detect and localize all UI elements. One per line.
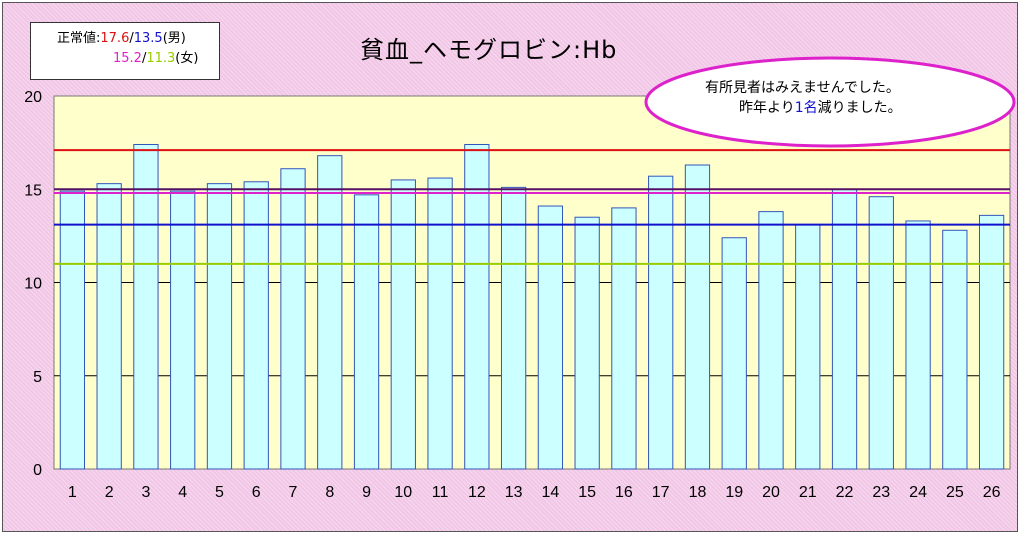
x-tick-label: 19 <box>725 484 743 501</box>
x-tick-label: 14 <box>541 484 559 501</box>
bar <box>648 175 674 470</box>
bar <box>721 237 747 470</box>
x-tick-label: 3 <box>141 484 150 501</box>
bar <box>170 190 196 470</box>
x-tick-label: 17 <box>652 484 670 501</box>
x-tick-label: 23 <box>872 484 890 501</box>
bar <box>206 183 233 470</box>
bar <box>758 211 784 470</box>
bar <box>978 214 1005 470</box>
x-tick-label: 12 <box>468 484 486 501</box>
note-callout: 有所見者はみえませんでした。 昨年より1名減りました。 <box>643 54 1017 150</box>
female-low-value: 11.3 <box>146 51 176 66</box>
reference-range-box: 正常値:17.6/13.5(男) 15.2/11.3(女) <box>30 22 220 80</box>
x-tick-label: 8 <box>325 484 334 501</box>
x-tick-label: 10 <box>394 484 412 501</box>
note-ellipse <box>644 56 1016 148</box>
x-tick-label: 6 <box>252 484 261 501</box>
bar <box>684 164 711 470</box>
bar <box>537 205 564 470</box>
bar <box>96 183 122 470</box>
bar <box>243 181 269 470</box>
note-count: 1名 <box>794 100 818 116</box>
x-tick-label: 25 <box>946 484 964 501</box>
x-tick-label: 21 <box>799 484 817 501</box>
bar <box>868 196 894 470</box>
note-line-2: 昨年より1名減りました。 <box>643 98 1017 118</box>
x-tick-label: 16 <box>615 484 633 501</box>
x-tick-label: 26 <box>983 484 1001 501</box>
x-tick-label: 2 <box>105 484 114 501</box>
bar <box>831 188 858 470</box>
x-tick-label: 9 <box>362 484 371 501</box>
x-tick-label: 20 <box>762 484 780 501</box>
bar <box>390 179 416 470</box>
bar <box>795 224 821 470</box>
bar <box>59 190 86 470</box>
slash: / <box>129 31 134 46</box>
x-tick-label: 11 <box>432 484 449 501</box>
y-tick-label: 0 <box>33 462 42 479</box>
note-line-1: 有所見者はみえませんでした。 <box>705 80 900 96</box>
bar <box>133 143 159 470</box>
x-tick-label: 1 <box>68 484 77 501</box>
bar <box>280 168 306 470</box>
note-line-2-suffix: 減りました。 <box>817 100 902 116</box>
reference-label: 正常値: <box>57 31 101 46</box>
female-unit: (女) <box>175 51 199 66</box>
male-high-value: 17.6 <box>100 31 130 46</box>
x-tick-label: 15 <box>578 484 596 501</box>
male-unit: (男) <box>162 31 186 46</box>
y-tick-label: 10 <box>24 276 42 293</box>
bar <box>500 186 527 470</box>
bar <box>427 177 453 470</box>
reference-female-row: 15.2/11.3(女) <box>57 49 219 69</box>
bar <box>464 143 490 470</box>
x-tick-label: 7 <box>289 484 298 501</box>
x-tick-label: 18 <box>689 484 707 501</box>
x-tick-label: 4 <box>178 484 187 501</box>
x-tick-label: 24 <box>909 484 927 501</box>
y-tick-label: 15 <box>24 182 42 199</box>
bar <box>317 155 343 470</box>
bar <box>611 207 637 470</box>
note-line-2-prefix: 昨年より <box>739 100 795 116</box>
bar <box>353 194 380 470</box>
reference-male-row: 正常値:17.6/13.5(男) <box>57 29 219 49</box>
male-low-value: 13.5 <box>133 31 163 46</box>
female-high-value: 15.2 <box>113 51 142 66</box>
y-tick-label: 5 <box>33 369 42 386</box>
bar <box>574 216 600 470</box>
x-tick-label: 22 <box>836 484 854 501</box>
slash: / <box>141 51 147 66</box>
bar <box>905 220 931 470</box>
y-tick-label: 20 <box>24 89 42 106</box>
bar <box>942 229 968 470</box>
x-tick-label: 5 <box>215 484 224 501</box>
x-tick-label: 13 <box>505 484 523 501</box>
chart-title: 貧血_ヘモグロビン:Hb <box>360 36 618 64</box>
